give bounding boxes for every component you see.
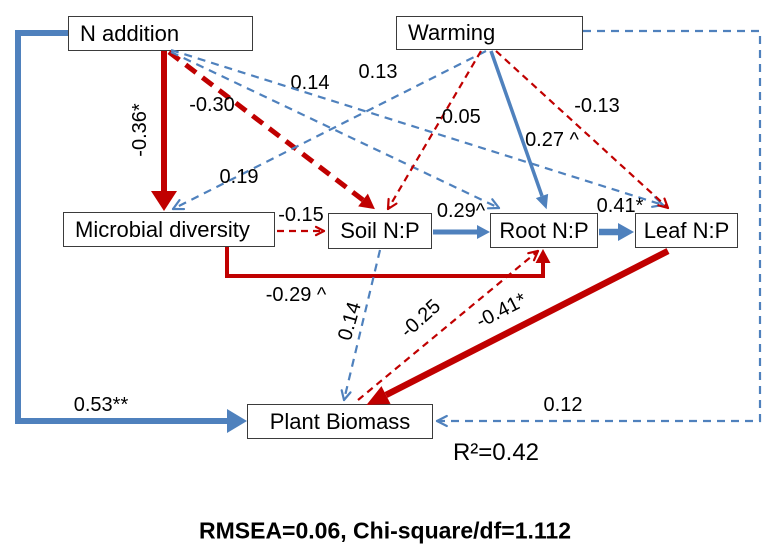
edge-label-nadd-biomass: 0.53** (74, 394, 129, 416)
edge-warming-microbial (172, 50, 487, 210)
edge-nadd-root (170, 51, 500, 209)
edge-label-warming-root: 0.27 ^ (525, 129, 579, 151)
node-label: Root N:P (499, 217, 589, 243)
arrowhead-warming-microbial (171, 199, 181, 211)
arrowhead-soil-biomass (340, 389, 346, 402)
edge-label-microbial-soil: -0.15 (278, 204, 324, 226)
edge-label-microbial-root: -0.29 ^ (266, 284, 327, 306)
edge-label-soil-root: 0.29^ (437, 200, 486, 222)
edge-soil-biomass (342, 249, 382, 401)
arrowhead-root-leaf (618, 223, 634, 241)
arrowhead-leaf-biomass (366, 386, 391, 406)
node-soil-np: Soil N:P (328, 213, 432, 249)
edge-label-nadd-soil: -0.30 (189, 94, 235, 116)
node-n-addition: N addition (68, 16, 253, 51)
edge-label-warming-leaf: -0.13 (574, 95, 620, 117)
arrowhead-microbial-soil (314, 229, 326, 237)
node-leaf-np: Leaf N:P (635, 213, 738, 248)
node-label: Soil N:P (340, 218, 420, 243)
node-microbial-diversity: Microbial diversity (63, 212, 275, 247)
edge-label-warming-soil: -0.05 (435, 106, 481, 128)
arrowhead-microbial-soil (314, 225, 326, 233)
edge-nadd-leaf (170, 48, 664, 207)
node-label: Leaf N:P (643, 217, 730, 243)
edge-biomass-root (357, 250, 539, 401)
arrowhead-nadd-root (491, 198, 501, 210)
arrowhead-warming-root (535, 193, 549, 210)
arrowhead-warming-biomass (435, 414, 448, 423)
arrowhead-warming-leaf (657, 204, 670, 210)
arrowhead-warming-soil (386, 197, 390, 211)
arrowhead-soil-biomass (342, 391, 352, 402)
edge-label-nadd-microbial: -0.36* (129, 103, 151, 157)
r-squared-label: R²=0.42 (452, 439, 540, 466)
arrowhead-biomass-root (527, 249, 540, 255)
edge-label-root-leaf: 0.41* (597, 195, 644, 217)
arrowhead-warming-leaf (663, 197, 670, 210)
edge-label-soil-biomass: 0.14 (334, 300, 366, 343)
edge-label-nadd-root: 0.14 (291, 72, 330, 94)
node-label: Plant Biomass (269, 408, 411, 434)
node-label: N addition (80, 20, 180, 46)
arrowhead-biomass-root (532, 249, 540, 262)
arrowhead-nadd-biomass (227, 409, 247, 433)
edge-nadd-soil (167, 50, 365, 202)
node-warming: Warming (396, 16, 583, 50)
edge-label-warming-microbial: 0.19 (220, 166, 259, 188)
arrowhead-warming-soil (386, 202, 398, 211)
edge-label-nadd-leaf: 0.13 (359, 61, 398, 83)
node-label: Warming (408, 20, 496, 45)
edge-microbial-root (225, 247, 545, 278)
node-root-np: Root N:P (490, 213, 598, 248)
edge-nadd-biomass (15, 30, 227, 424)
edge-warming-leaf (495, 50, 669, 209)
edge-leaf-biomass (384, 248, 670, 398)
arrowhead-soil-root (477, 225, 490, 239)
arrowhead-microbial-root (535, 249, 551, 263)
edge-warming-biomass (437, 29, 762, 423)
edge-warming-soil (387, 50, 482, 210)
fit-statistics-text: RMSEA=0.06, Chi-square/df=1.112 (199, 517, 571, 544)
arrowhead-nadd-soil (358, 193, 375, 210)
arrowhead-warming-biomass (435, 419, 448, 428)
node-plant-biomass: Plant Biomass (247, 404, 433, 439)
edge-label-warming-biomass: 0.12 (544, 394, 583, 416)
arrowhead-nadd-microbial (151, 191, 177, 211)
node-label: Microbial diversity (75, 216, 250, 242)
edge-warming-root (489, 50, 544, 197)
